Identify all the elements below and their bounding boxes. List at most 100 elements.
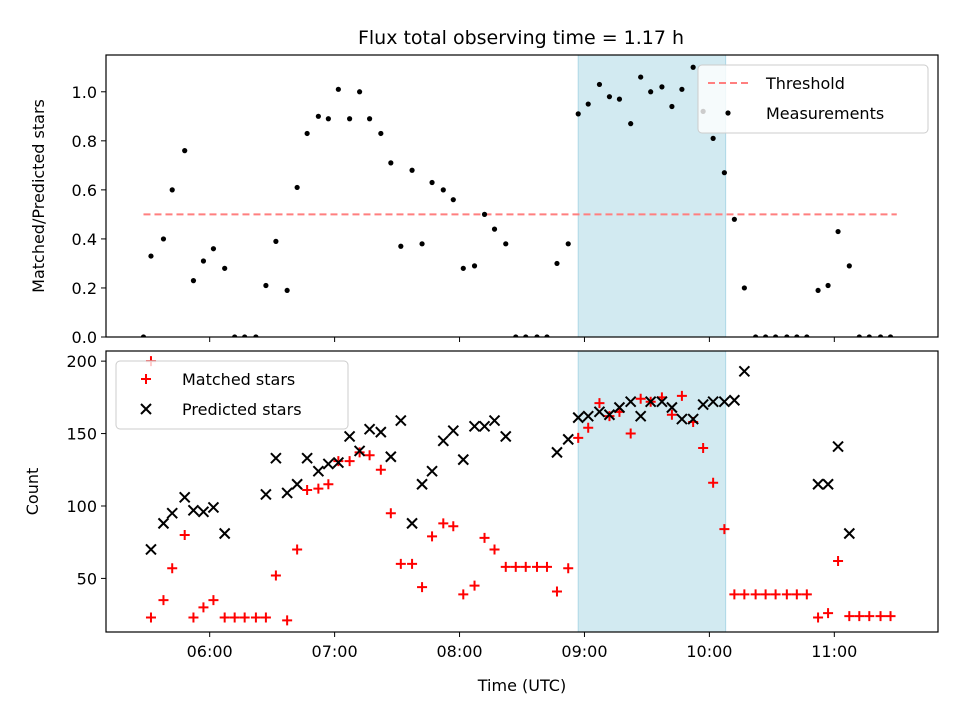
matched-stars-point [188, 612, 199, 623]
measurement-point [210, 246, 217, 252]
measurement-point [304, 130, 310, 137]
measurement-point [784, 334, 790, 337]
matched-stars-point [313, 483, 324, 494]
predicted-stars-point [613, 401, 626, 414]
matched-stars-point [770, 589, 781, 600]
measurement-point [669, 103, 675, 110]
predicted-stars-point [666, 401, 678, 414]
matched-stars-point [750, 589, 761, 600]
measurement-point [887, 334, 894, 337]
measurement-point [481, 211, 488, 217]
predicted-stars-point [457, 453, 469, 466]
measurement-point [648, 89, 654, 95]
measurement-point [721, 170, 727, 176]
predicted-stars-point [687, 413, 699, 425]
x-axis-label: Time (UTC) [477, 676, 566, 695]
matched-stars-point [823, 608, 834, 619]
matched-stars-point [208, 595, 219, 606]
predicted-stars-point [187, 504, 200, 517]
matched-stars-point [604, 411, 615, 422]
measurement-point [690, 64, 696, 70]
legend-label: Predicted stars [182, 400, 302, 419]
measurement-point [169, 187, 175, 193]
matched-stars-point [698, 443, 709, 454]
y-axis-label: Count [23, 468, 42, 516]
matched-stars-point [438, 518, 449, 529]
measurement-point [554, 260, 560, 267]
predicted-stars-point [634, 410, 647, 422]
matched-stars-point [333, 456, 344, 467]
predicted-stars-point [728, 394, 741, 406]
matched-stars-point [260, 612, 271, 623]
legend: Matched stars Predicted stars [115, 360, 349, 430]
measurement-point [419, 241, 425, 247]
measurement-point [450, 197, 456, 203]
matched-stars-point [729, 589, 740, 600]
measurement-point [565, 241, 571, 247]
matched-stars-point [323, 479, 334, 490]
measurement-point [534, 334, 540, 337]
predicted-stars-point [385, 451, 397, 463]
measurement-point [575, 111, 581, 117]
predicted-stars-point [197, 506, 210, 518]
matched-stars-point [219, 612, 230, 623]
matched-stars-point [791, 589, 802, 600]
legend-matched-swatch [141, 374, 151, 384]
measurement-point [679, 86, 685, 92]
matched-stars-point [500, 561, 511, 572]
matched-stars-point [719, 524, 730, 535]
predicted-stars-point [738, 365, 751, 377]
measurement-point [596, 81, 603, 88]
measurement-point [273, 238, 279, 244]
measurement-point [263, 282, 269, 289]
measurement-point [741, 285, 747, 291]
predicted-stars-point [676, 413, 688, 425]
measurement-point [846, 263, 852, 269]
measurement-point [753, 334, 759, 337]
legend-label: Measurements [766, 104, 884, 123]
measurement-point [440, 187, 446, 193]
predicted-stars-point [593, 406, 606, 418]
measurement-point [503, 241, 509, 247]
matched-stars-point [282, 615, 293, 626]
measurement-point [398, 243, 404, 249]
predicted-stars-point [437, 435, 450, 447]
measurement-point [253, 334, 259, 337]
x-tick-label: 10:00 [686, 642, 732, 661]
measurement-point [347, 116, 353, 122]
matched-stars-point [167, 563, 178, 574]
measurement-point [460, 265, 466, 271]
matched-stars-point [145, 612, 156, 623]
matched-stars-point [531, 561, 542, 572]
predicted-stars-point [395, 414, 407, 427]
plot-area [145, 356, 896, 626]
x-tick-label: 06:00 [187, 642, 233, 661]
matched-stars-point [551, 586, 562, 597]
matched-stars-point [229, 612, 240, 623]
matched-stars-point [885, 611, 896, 622]
predicted-stars-point [468, 420, 481, 433]
matched-stars-point [583, 422, 594, 433]
top-panel: 0.0 0.2 0.4 0.6 0.8 1.0 Matched/Predicted star… [29, 54, 939, 347]
y-tick-label: 50 [77, 569, 97, 588]
predicted-stars-point [656, 395, 668, 408]
matched-stars-point [458, 589, 469, 600]
predicted-stars-point [478, 420, 491, 433]
matched-stars-point [854, 611, 865, 622]
measurement-point [763, 334, 769, 337]
measurement-point [366, 116, 373, 122]
measurement-point [731, 216, 737, 222]
legend-predicted-swatch [140, 403, 152, 415]
x-tick-label: 07:00 [312, 642, 358, 661]
matched-stars-point [844, 611, 855, 622]
matched-stars-point [676, 390, 687, 401]
matched-stars-point [781, 589, 792, 600]
predicted-stars-point [447, 424, 459, 437]
matched-stars-point [364, 450, 375, 461]
observing-window-shade [577, 350, 727, 633]
predicted-stars-point [603, 409, 616, 421]
matched-stars-point [541, 561, 552, 572]
matched-stars-point [354, 447, 365, 458]
predicted-stars-point [291, 478, 303, 490]
matched-stars-point [594, 398, 605, 409]
